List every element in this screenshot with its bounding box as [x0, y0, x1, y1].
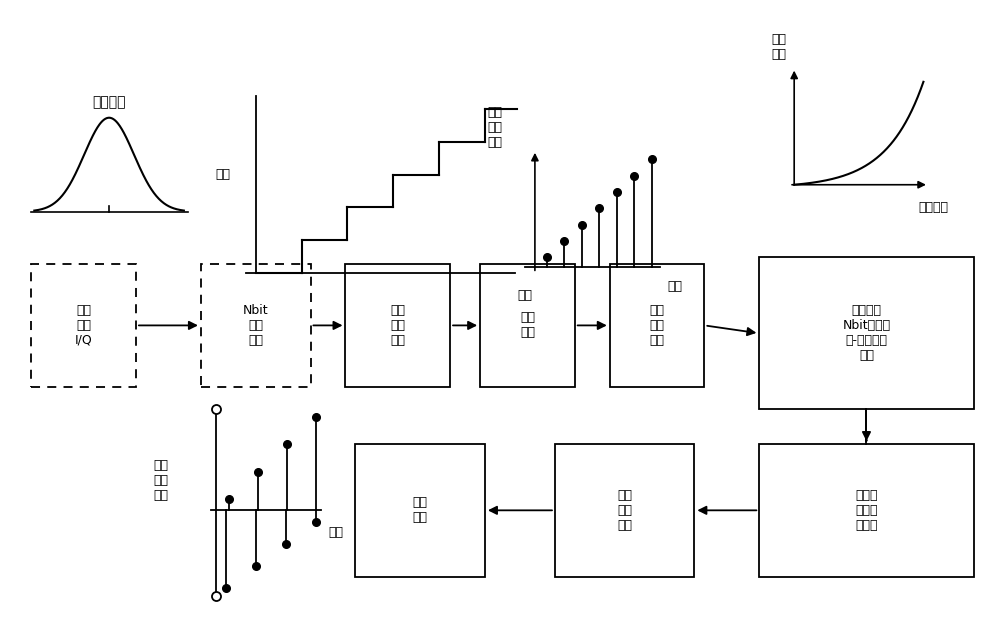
Bar	[31, 264, 136, 387]
Text: 仿真获取
Nbit量化输
出-输入功率
曲线: 仿真获取 Nbit量化输 出-输入功率 曲线	[842, 304, 891, 363]
Text: Nbit
均匀
量化: Nbit 均匀 量化	[243, 304, 268, 347]
Bar	[555, 444, 694, 577]
Bar	[355, 444, 485, 577]
Text: 回波
数据
分块: 回波 数据 分块	[390, 304, 405, 347]
Bar	[759, 444, 974, 577]
Text: 统计
输出
功率: 统计 输出 功率	[650, 304, 665, 347]
Text: 高斯分布: 高斯分布	[92, 95, 126, 109]
Bar	[480, 264, 575, 387]
Text: 动态
解码: 动态 解码	[413, 497, 428, 525]
Text: 回波
采样
I/Q: 回波 采样 I/Q	[75, 304, 93, 347]
Bar	[201, 264, 311, 387]
Bar	[345, 264, 450, 387]
Text: 输出功率: 输出功率	[919, 201, 949, 213]
Text: 计算输
入功率
和方差: 计算输 入功率 和方差	[855, 489, 878, 532]
Bar	[610, 264, 704, 387]
Text: 计算
边界
码值: 计算 边界 码值	[617, 489, 632, 532]
Text: 输入
功率: 输入 功率	[772, 34, 787, 62]
Text: 码值: 码值	[667, 279, 682, 293]
Bar	[759, 257, 974, 409]
Text: 输入: 输入	[517, 289, 532, 302]
Text: 静态
解码
输出: 静态 解码 输出	[488, 105, 503, 149]
Text: 动态
解码
输出: 动态 解码 输出	[153, 460, 168, 502]
Text: 输出: 输出	[216, 168, 231, 181]
Text: 码值: 码值	[328, 526, 343, 539]
Text: 静态
解码: 静态 解码	[520, 311, 535, 339]
